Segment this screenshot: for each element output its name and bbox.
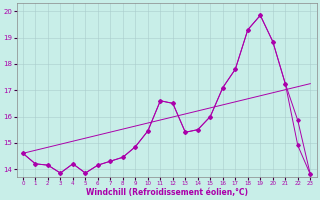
X-axis label: Windchill (Refroidissement éolien,°C): Windchill (Refroidissement éolien,°C) (85, 188, 248, 197)
